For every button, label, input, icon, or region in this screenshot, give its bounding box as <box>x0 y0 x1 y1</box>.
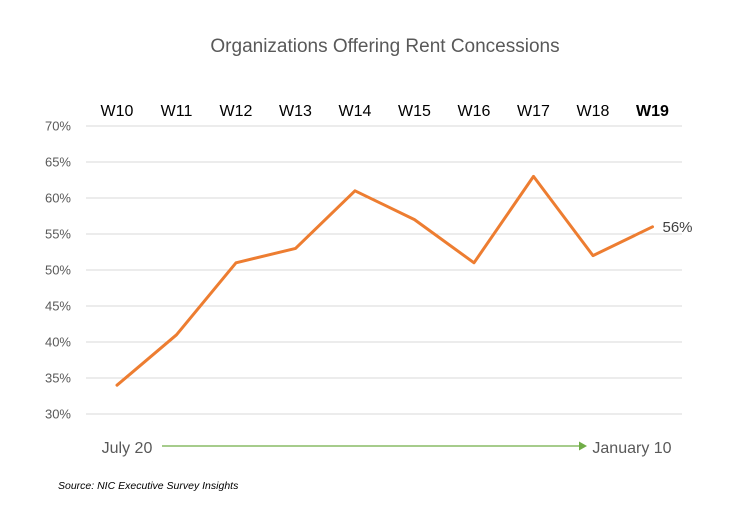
data-label: 56% <box>663 219 693 236</box>
source-note: Source: NIC Executive Survey Insights <box>58 480 239 492</box>
timeline-arrowhead-icon <box>579 441 587 451</box>
week-label: W12 <box>220 103 253 120</box>
series-line <box>115 174 654 387</box>
week-label: W13 <box>279 103 312 120</box>
data-labels: 56% <box>663 219 693 236</box>
y-tick-label: 40% <box>45 335 71 350</box>
week-label: W19 <box>636 103 669 120</box>
week-label: W11 <box>161 103 193 120</box>
y-axis-ticks: 30% 35% 40% 45% 50% 55% 60% 65% 70% <box>45 119 71 422</box>
y-tick-label: 55% <box>45 227 71 242</box>
timeline-start-label: July 20 <box>102 440 153 457</box>
week-label: W14 <box>339 103 372 120</box>
y-tick-label: 35% <box>45 371 71 386</box>
week-labels: W10 W11 W12 W13 W14 W15 W16 W17 W18 W19 <box>101 103 670 120</box>
week-label: W10 <box>101 103 134 120</box>
y-tick-label: 30% <box>45 407 71 422</box>
gridlines <box>86 125 682 415</box>
y-tick-label: 50% <box>45 263 71 278</box>
y-tick-label: 45% <box>45 299 71 314</box>
week-label: W15 <box>398 103 431 120</box>
series-polyline <box>115 174 654 387</box>
y-tick-label: 65% <box>45 155 71 170</box>
y-tick-label: 60% <box>45 191 71 206</box>
week-label: W17 <box>517 103 550 120</box>
timeline-end-label: January 10 <box>592 440 671 457</box>
week-label: W16 <box>458 103 491 120</box>
chart-title: Organizations Offering Rent Concessions <box>210 36 559 57</box>
y-tick-label: 70% <box>45 119 71 134</box>
week-label: W18 <box>577 103 610 120</box>
